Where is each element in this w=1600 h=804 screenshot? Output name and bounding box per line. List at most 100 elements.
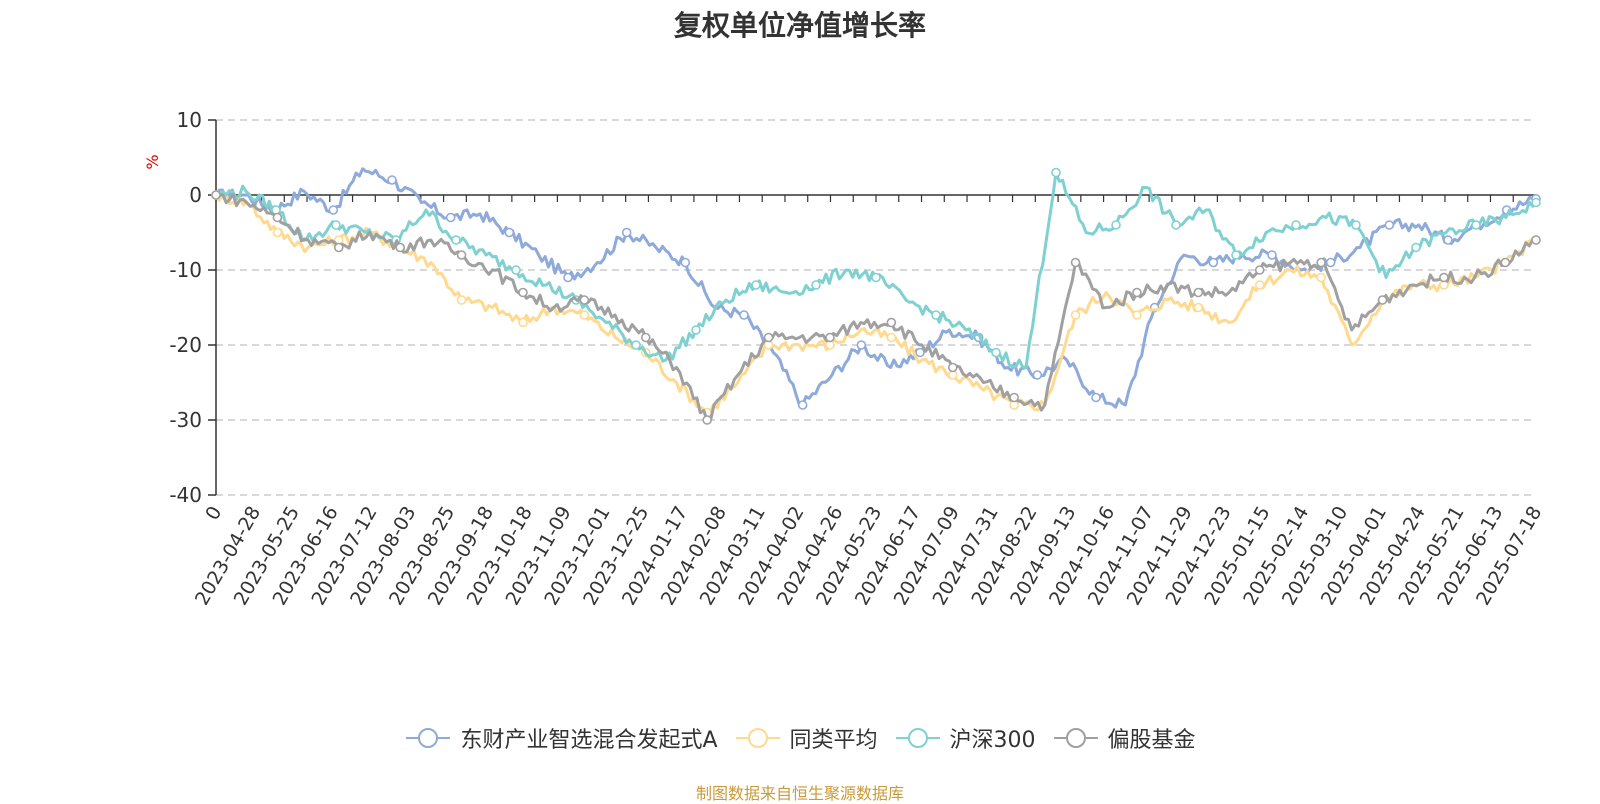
legend-item[interactable]: 东财产业智选混合发起式A <box>404 722 718 754</box>
series-marker <box>1254 280 1265 290</box>
series-marker <box>456 295 467 305</box>
series-marker <box>1070 310 1081 320</box>
series-marker <box>1411 242 1421 253</box>
y-tick-label: -20 <box>169 333 202 357</box>
series-marker <box>915 347 925 358</box>
y-tick-label: 0 <box>189 183 202 207</box>
legend-marker-icon <box>895 728 940 748</box>
series-line <box>215 192 1537 422</box>
legend: 东财产业智选混合发起式A 同类平均 沪深300 偏股基金 <box>0 722 1600 754</box>
legend-marker-icon <box>1053 728 1098 748</box>
series-marker <box>579 295 590 305</box>
series-line <box>214 191 1537 414</box>
series-marker <box>1471 220 1481 230</box>
series-marker <box>702 415 712 425</box>
series-marker <box>395 242 405 253</box>
chart-title: 复权单位净值增长率 <box>673 9 926 42</box>
series-marker <box>387 175 397 185</box>
series-marker <box>1051 167 1061 178</box>
series-marker <box>871 272 881 283</box>
legend-marker-icon <box>406 728 451 748</box>
y-axis-unit: % <box>143 154 162 169</box>
series-marker <box>518 287 528 298</box>
series-marker <box>1231 250 1241 260</box>
series-marker <box>1193 302 1204 313</box>
series-marker <box>211 190 221 200</box>
legend-item[interactable]: 同类平均 <box>734 722 878 754</box>
series-marker <box>1132 287 1142 298</box>
series-marker <box>1316 272 1326 283</box>
series-marker <box>991 347 1001 358</box>
series-marker <box>886 332 897 343</box>
source-note: 制图数据来自恒生聚源数据库 <box>695 784 904 803</box>
series-marker <box>1070 257 1081 268</box>
series-marker <box>445 212 456 223</box>
series-marker <box>456 250 467 260</box>
series-line <box>214 167 1537 409</box>
series-marker <box>1377 295 1388 305</box>
grid-lines <box>216 119 1536 496</box>
series-marker <box>811 280 821 290</box>
y-tick-label: -30 <box>169 408 202 432</box>
series-marker <box>1132 310 1142 320</box>
series-marker <box>856 340 867 350</box>
series-marker <box>1171 220 1181 230</box>
series-lines <box>211 167 1541 425</box>
series-marker <box>691 325 701 335</box>
series-marker <box>1208 257 1219 268</box>
series-marker <box>797 400 808 410</box>
legend-item[interactable]: 偏股基金 <box>1052 722 1196 754</box>
x-tick-label: 0 <box>201 503 226 524</box>
legend-label: 沪深300 <box>949 728 1036 753</box>
y-tick-label: -10 <box>169 258 202 282</box>
series-marker <box>1351 220 1361 230</box>
series-marker <box>1267 250 1277 260</box>
series-marker <box>739 310 749 320</box>
series-marker <box>331 220 341 230</box>
series-marker <box>272 227 283 238</box>
series-marker <box>1032 370 1043 380</box>
series-marker <box>1254 265 1265 275</box>
series-marker <box>563 272 573 283</box>
series-marker <box>504 227 515 238</box>
series-marker <box>763 332 774 343</box>
series-marker <box>579 310 590 320</box>
series-marker <box>333 242 344 253</box>
series-marker <box>640 332 651 343</box>
series-marker <box>621 227 632 238</box>
series-marker <box>1291 220 1301 230</box>
legend-label: 同类平均 <box>789 728 878 753</box>
series-marker <box>1531 197 1541 208</box>
series-marker <box>886 317 897 328</box>
series-marker <box>1009 392 1019 403</box>
series-marker <box>1193 287 1204 298</box>
series-marker <box>1325 257 1336 268</box>
series-marker <box>931 310 941 320</box>
series-marker <box>1316 257 1326 268</box>
series-marker <box>751 280 761 290</box>
series-marker <box>947 362 958 373</box>
legend-marker-icon <box>735 728 780 748</box>
legend-label: 东财产业智选混合发起式A <box>460 728 718 753</box>
legend-item[interactable]: 沪深300 <box>894 722 1036 754</box>
series-marker <box>1443 235 1453 245</box>
series-marker <box>1500 257 1511 268</box>
series-marker <box>1111 220 1121 230</box>
legend-label: 偏股基金 <box>1107 728 1196 753</box>
y-tick-label: -40 <box>169 483 202 507</box>
series-marker <box>1531 235 1541 245</box>
series-marker <box>1384 220 1395 230</box>
series-marker <box>1091 392 1101 403</box>
series-marker <box>451 235 461 245</box>
series-marker <box>1439 272 1449 283</box>
series-marker <box>272 212 283 223</box>
series-marker <box>518 317 528 328</box>
series-marker <box>511 265 521 275</box>
series-marker <box>328 205 339 215</box>
series-marker <box>680 257 691 268</box>
series-marker <box>825 332 835 343</box>
y-tick-label: 10 <box>177 108 202 132</box>
y-tick-labels: 10 0 -10 -20 -30 -40 <box>169 108 202 507</box>
axes <box>208 119 1537 496</box>
